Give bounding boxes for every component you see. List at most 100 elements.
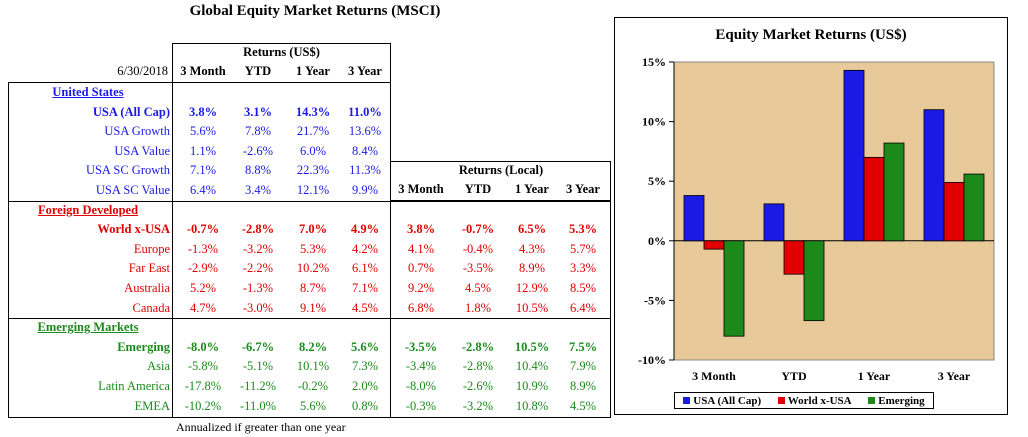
usd-col-header: 1 Year bbox=[296, 64, 330, 78]
local-value: 6.4% bbox=[569, 300, 597, 315]
bar bbox=[923, 109, 945, 242]
usd-value: -11.2% bbox=[240, 379, 276, 393]
local-value: 4.1% bbox=[407, 241, 435, 256]
usd-value: 13.6% bbox=[348, 124, 382, 139]
legend-label: World x-USA bbox=[787, 394, 852, 407]
section-divider bbox=[8, 200, 611, 202]
local-value: 5.3% bbox=[568, 222, 598, 237]
usd-value: -8.0% bbox=[186, 339, 220, 354]
usd-value: -2.2% bbox=[242, 261, 274, 276]
usd-value: -3.2% bbox=[242, 241, 274, 256]
local-value: 6.8% bbox=[407, 300, 435, 315]
bar bbox=[963, 173, 985, 242]
local-value: 5.7% bbox=[569, 241, 597, 256]
local-value: -3.5% bbox=[404, 339, 438, 354]
usd-value: 11.0% bbox=[348, 104, 382, 119]
bar bbox=[803, 240, 825, 322]
usd-value: 7.1% bbox=[351, 281, 379, 295]
y-tick-label: 5% bbox=[648, 174, 666, 188]
chart-legend: USA (All Cap) World x-USA Emerging bbox=[674, 392, 934, 409]
usd-value: -1.3% bbox=[187, 241, 219, 256]
bar bbox=[783, 240, 805, 275]
table-border bbox=[610, 200, 611, 418]
local-value: 4.5% bbox=[464, 281, 492, 295]
section-title-2: Emerging Markets bbox=[37, 320, 139, 335]
usd-value: 8.7% bbox=[299, 281, 327, 295]
section-divider bbox=[8, 318, 611, 320]
row-label: Europe bbox=[133, 241, 170, 256]
local-value: -2.8% bbox=[461, 339, 495, 354]
usd-value: 4.9% bbox=[350, 222, 380, 237]
legend-swatch bbox=[868, 397, 876, 404]
local-returns-header: Returns (Local) bbox=[458, 163, 544, 177]
local-value: 9.2% bbox=[407, 281, 435, 295]
usd-value: 9.1% bbox=[299, 300, 327, 315]
legend-swatch bbox=[777, 397, 785, 404]
usd-value: 7.0% bbox=[298, 222, 328, 237]
usd-returns-header: Returns (US$) bbox=[243, 45, 320, 59]
usd-value: 4.2% bbox=[351, 241, 379, 256]
usd-value: 1.1% bbox=[189, 143, 217, 158]
table-border bbox=[610, 161, 611, 201]
row-label: USA Growth bbox=[104, 124, 170, 139]
usd-value: -0.7% bbox=[186, 222, 220, 237]
local-value: -0.7% bbox=[461, 222, 495, 237]
local-value: 8.5% bbox=[569, 281, 597, 295]
usd-value: 6.4% bbox=[189, 183, 217, 197]
local-value: 1.8% bbox=[464, 300, 492, 315]
local-value: 0.7% bbox=[407, 261, 435, 276]
local-value: -0.3% bbox=[405, 398, 437, 413]
local-value: 8.9% bbox=[569, 379, 597, 393]
local-col-header: 1 Year bbox=[515, 182, 549, 196]
usd-value: -2.6% bbox=[242, 143, 274, 158]
row-label: USA (All Cap) bbox=[92, 104, 170, 119]
usd-value: 5.6% bbox=[299, 398, 327, 413]
usd-value: -6.7% bbox=[241, 339, 275, 354]
usd-value: 4.7% bbox=[189, 300, 217, 315]
table-border bbox=[172, 43, 173, 83]
local-value: 4.5% bbox=[569, 398, 597, 413]
chart-title: Equity Market Returns (US$) bbox=[715, 27, 907, 43]
x-tick-label: 1 Year bbox=[858, 369, 891, 383]
row-label: Far East bbox=[128, 261, 170, 276]
bar bbox=[843, 69, 865, 242]
x-tick-label: 3 Month bbox=[692, 369, 736, 383]
usd-value: 10.2% bbox=[296, 261, 330, 276]
usd-value: 8.8% bbox=[244, 163, 272, 178]
usd-value: -1.3% bbox=[242, 281, 274, 295]
section-title-1: Foreign Developed bbox=[37, 202, 139, 217]
y-tick-label: 10% bbox=[642, 115, 666, 129]
bar bbox=[763, 203, 785, 242]
bar bbox=[863, 156, 885, 242]
local-col-header: YTD bbox=[464, 182, 492, 196]
usd-value: 6.0% bbox=[299, 143, 327, 158]
legend-swatch bbox=[683, 397, 691, 404]
row-label: Canada bbox=[132, 300, 170, 315]
local-value: -2.8% bbox=[462, 359, 494, 374]
usd-value: 5.6% bbox=[189, 124, 217, 139]
usd-value: 2.0% bbox=[351, 379, 379, 393]
row-label: USA Value bbox=[114, 143, 170, 158]
usd-value: 4.5% bbox=[351, 300, 379, 315]
usd-value: 11.3% bbox=[349, 163, 381, 178]
usd-col-header: 3 Month bbox=[180, 64, 226, 78]
row-label: Latin America bbox=[98, 379, 170, 393]
table-border bbox=[390, 82, 391, 418]
row-label: USA SC Growth bbox=[85, 163, 170, 178]
page-title: Global Equity Market Returns (MSCI) bbox=[189, 3, 441, 19]
local-value: 6.5% bbox=[517, 222, 547, 237]
local-value: -2.6% bbox=[462, 379, 494, 393]
usd-value: 10.1% bbox=[296, 359, 330, 374]
legend-label: USA (All Cap) bbox=[693, 394, 762, 407]
table-border bbox=[390, 161, 611, 162]
usd-value: 14.3% bbox=[295, 104, 331, 119]
usd-value: 9.9% bbox=[351, 183, 379, 197]
usd-value: -0.2% bbox=[297, 379, 329, 393]
usd-value: 3.1% bbox=[243, 104, 273, 119]
row-label: Asia bbox=[147, 359, 170, 374]
table-border bbox=[172, 43, 391, 44]
usd-col-header: 3 Year bbox=[348, 64, 382, 78]
local-value: 3.3% bbox=[569, 261, 597, 276]
local-value: 12.9% bbox=[515, 281, 549, 295]
local-col-header: 3 Year bbox=[566, 182, 600, 196]
